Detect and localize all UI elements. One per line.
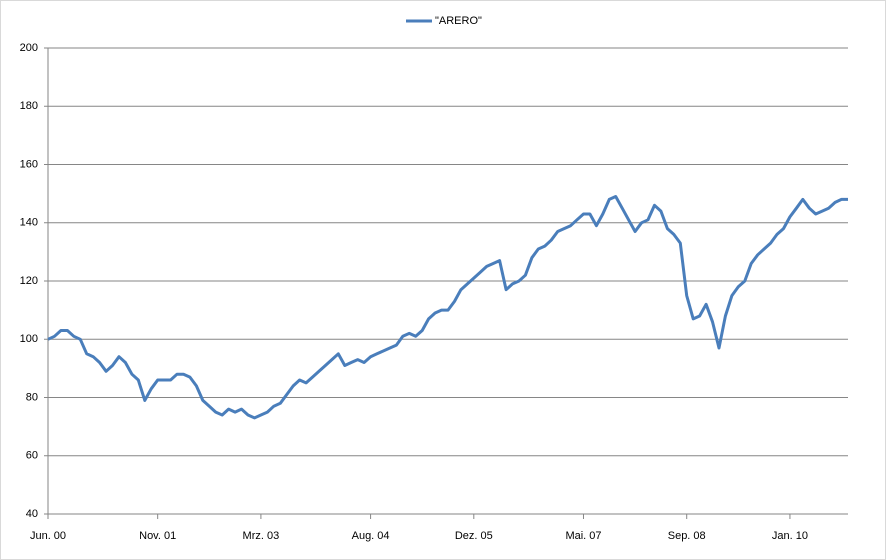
y-tick-label: 120 [20,275,38,287]
y-tick-label: 160 [20,158,38,170]
y-tick-label: 180 [20,100,38,112]
y-tick-label: 60 [26,450,38,462]
x-tick-label: Mai. 07 [565,530,601,542]
x-tick-label: Dez. 05 [455,530,493,542]
line-series [47,195,848,420]
legend-label: "ARERO" [435,15,482,27]
x-tick-label: Nov. 01 [139,530,176,542]
x-tick-label: Jun. 00 [30,530,66,542]
x-tick-label: Aug. 04 [352,530,390,542]
x-tick-label: Mrz. 03 [243,530,280,542]
x-tick-label: Sep. 08 [668,530,706,542]
y-tick-label: 200 [20,42,38,54]
x-tick-label: Jan. 10 [772,530,808,542]
y-tick-label: 100 [20,333,38,345]
y-tick-label: 80 [26,391,38,403]
y-tick-label: 140 [20,217,38,229]
y-tick-label: 40 [26,508,38,520]
